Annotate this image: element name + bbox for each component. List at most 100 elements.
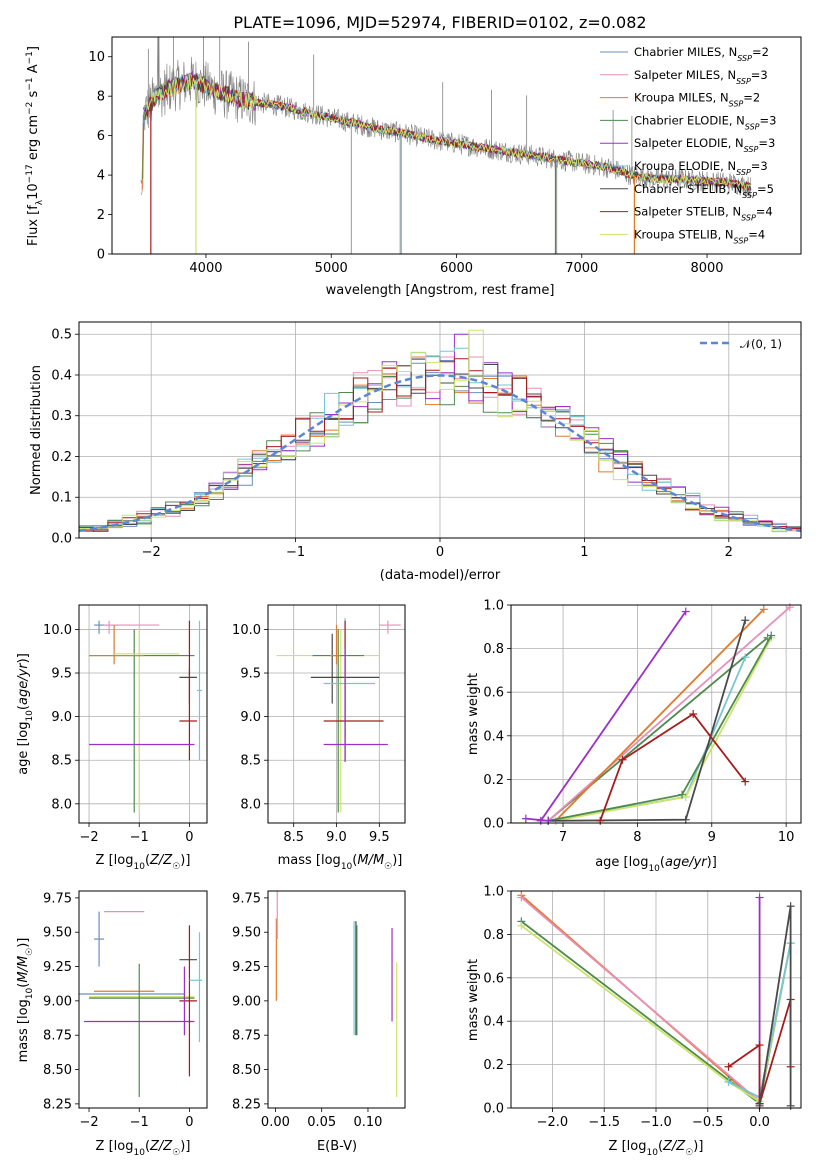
x-tick-label: 0	[436, 545, 444, 560]
mass-weight-line	[548, 620, 747, 822]
x-tick-label: −2	[79, 1115, 98, 1130]
y-tick-label: 8.5	[240, 754, 261, 769]
y-tick-label: 9.0	[240, 710, 261, 725]
x-tick-label: −2.0	[537, 1115, 569, 1130]
y-tick-label: 0.6	[483, 971, 504, 986]
x-tick-label: 7	[559, 830, 567, 845]
x-tick-label: 1	[580, 545, 588, 560]
x-tick-label: −0.5	[692, 1115, 724, 1130]
y-tick-label: 0.0	[483, 1102, 504, 1117]
y-tick-label: 0.4	[51, 368, 72, 383]
x-tick-label: 9	[708, 830, 716, 845]
y-axis-label: mass weight	[466, 673, 481, 755]
y-tick-label: 0.1	[51, 491, 72, 506]
y-axis-label: age [log10(age/yr)]	[16, 653, 35, 775]
y-tick-label: 8.0	[51, 797, 72, 812]
y-tick-label: 0.4	[483, 729, 504, 744]
y-tick-label: 9.00	[43, 994, 72, 1009]
legend-entry: Salpeter STELIB, NSSP=4	[634, 205, 773, 223]
y-tick-label: 10.0	[43, 623, 72, 638]
x-tick-label: 10	[778, 830, 795, 845]
x-axis-label: Z [log10(Z/Z☉)]	[96, 1139, 191, 1158]
x-tick-label: 2	[725, 545, 733, 560]
x-tick-label: 7000	[565, 261, 598, 276]
y-tick-label: 9.50	[43, 926, 72, 941]
x-tick-label: 0.00	[261, 1115, 290, 1130]
mass-weight-line	[599, 712, 746, 822]
legend-entry: Kroupa ELODIE, NSSP=3	[634, 159, 768, 177]
x-tick-label: −1.0	[640, 1115, 672, 1130]
y-tick-label: 9.5	[240, 667, 261, 682]
x-tick-label: −2	[142, 545, 161, 560]
x-axis-label: Z [log10(Z/Z☉)]	[609, 1139, 704, 1158]
y-tick-label: 8	[97, 90, 105, 105]
y-tick-label: 0.5	[51, 328, 72, 343]
y-tick-label: 0.2	[51, 450, 72, 465]
y-tick-label: 10.0	[232, 623, 261, 638]
y-tick-label: 0.4	[483, 1015, 504, 1030]
y-tick-label: 9.0	[51, 710, 72, 725]
y-axis-label: mass [log10(M/M☉)]	[16, 938, 35, 1063]
x-tick-label: −1.5	[588, 1115, 620, 1130]
y-tick-label: 0.8	[483, 642, 504, 657]
y-tick-label: 9.25	[232, 960, 261, 975]
x-tick-label: −1	[286, 545, 305, 560]
model-spectrum-line	[145, 74, 752, 191]
y-tick-label: 10	[88, 50, 105, 65]
y-tick-label: 1.0	[483, 599, 504, 614]
y-tick-label: 8.5	[51, 754, 72, 769]
residual-histogram-step	[79, 347, 801, 533]
y-tick-label: 8.25	[232, 1097, 261, 1112]
x-axis-label: wavelength [Angstrom, rest frame]	[326, 283, 555, 298]
legend-entry: Salpeter ELODIE, NSSP=3	[634, 136, 775, 154]
mass-weight-line	[520, 896, 761, 1103]
y-tick-label: 0.0	[483, 817, 504, 832]
x-tick-label: 5000	[315, 261, 348, 276]
y-tick-label: 2	[97, 208, 105, 223]
y-tick-label: 0.3	[51, 409, 72, 424]
mass-weight-line	[555, 637, 773, 822]
y-tick-label: 8.75	[232, 1029, 261, 1044]
mass-weight-line	[758, 906, 792, 1106]
legend-entry: Chabrier MILES, NSSP=2	[634, 45, 769, 63]
x-tick-label: −2	[79, 830, 98, 845]
y-tick-label: 0.2	[483, 1058, 504, 1073]
x-tick-label: 8000	[690, 261, 723, 276]
mass-weight-line	[547, 606, 791, 822]
x-tick-label: 6000	[440, 261, 473, 276]
legend-entry: Kroupa STELIB, NSSP=4	[634, 227, 765, 245]
x-tick-label: −1	[130, 1115, 149, 1130]
y-tick-label: 0.8	[483, 928, 504, 943]
x-axis-label: E(B-V)	[317, 1139, 357, 1154]
residual-histogram-step	[79, 329, 801, 531]
y-tick-label: 6	[97, 129, 105, 144]
x-tick-label: 8	[633, 830, 641, 845]
x-tick-label: 0	[185, 830, 193, 845]
y-tick-label: 9.75	[232, 891, 261, 906]
mass-weight-line	[547, 637, 769, 822]
y-tick-label: 9.25	[43, 960, 72, 975]
y-tick-label: 8.25	[43, 1097, 72, 1112]
mass-weight-line	[554, 608, 765, 822]
legend-entry: Chabrier ELODIE, NSSP=3	[634, 113, 776, 130]
y-tick-label: 1.0	[483, 885, 504, 900]
x-tick-label: −1	[130, 830, 149, 845]
axes-frame	[267, 890, 406, 1109]
y-axis-label: Flux [fλ10−17 erg cm−2 s−1 A−1]	[25, 46, 45, 246]
y-tick-label: 4	[97, 169, 105, 184]
y-tick-label: 0.0	[51, 532, 72, 547]
y-axis-label: mass weight	[466, 959, 481, 1041]
y-tick-label: 9.75	[43, 891, 72, 906]
x-tick-label: 8.5	[283, 830, 304, 845]
axes-frame	[78, 890, 208, 1109]
x-axis-label: age [log10(age/yr)]	[595, 855, 717, 874]
x-tick-label: 9.0	[326, 830, 347, 845]
axes-frame	[78, 604, 208, 824]
x-tick-label: 0.05	[307, 1115, 336, 1130]
x-tick-label: 0.0	[749, 1115, 770, 1130]
x-tick-label: 0.10	[353, 1115, 382, 1130]
x-axis-label: Z [log10(Z/Z☉)]	[96, 853, 191, 872]
y-tick-label: 8.0	[240, 797, 261, 812]
x-axis-label: mass [log10(M/M☉)]	[278, 853, 403, 872]
mass-weight-line	[539, 610, 687, 822]
